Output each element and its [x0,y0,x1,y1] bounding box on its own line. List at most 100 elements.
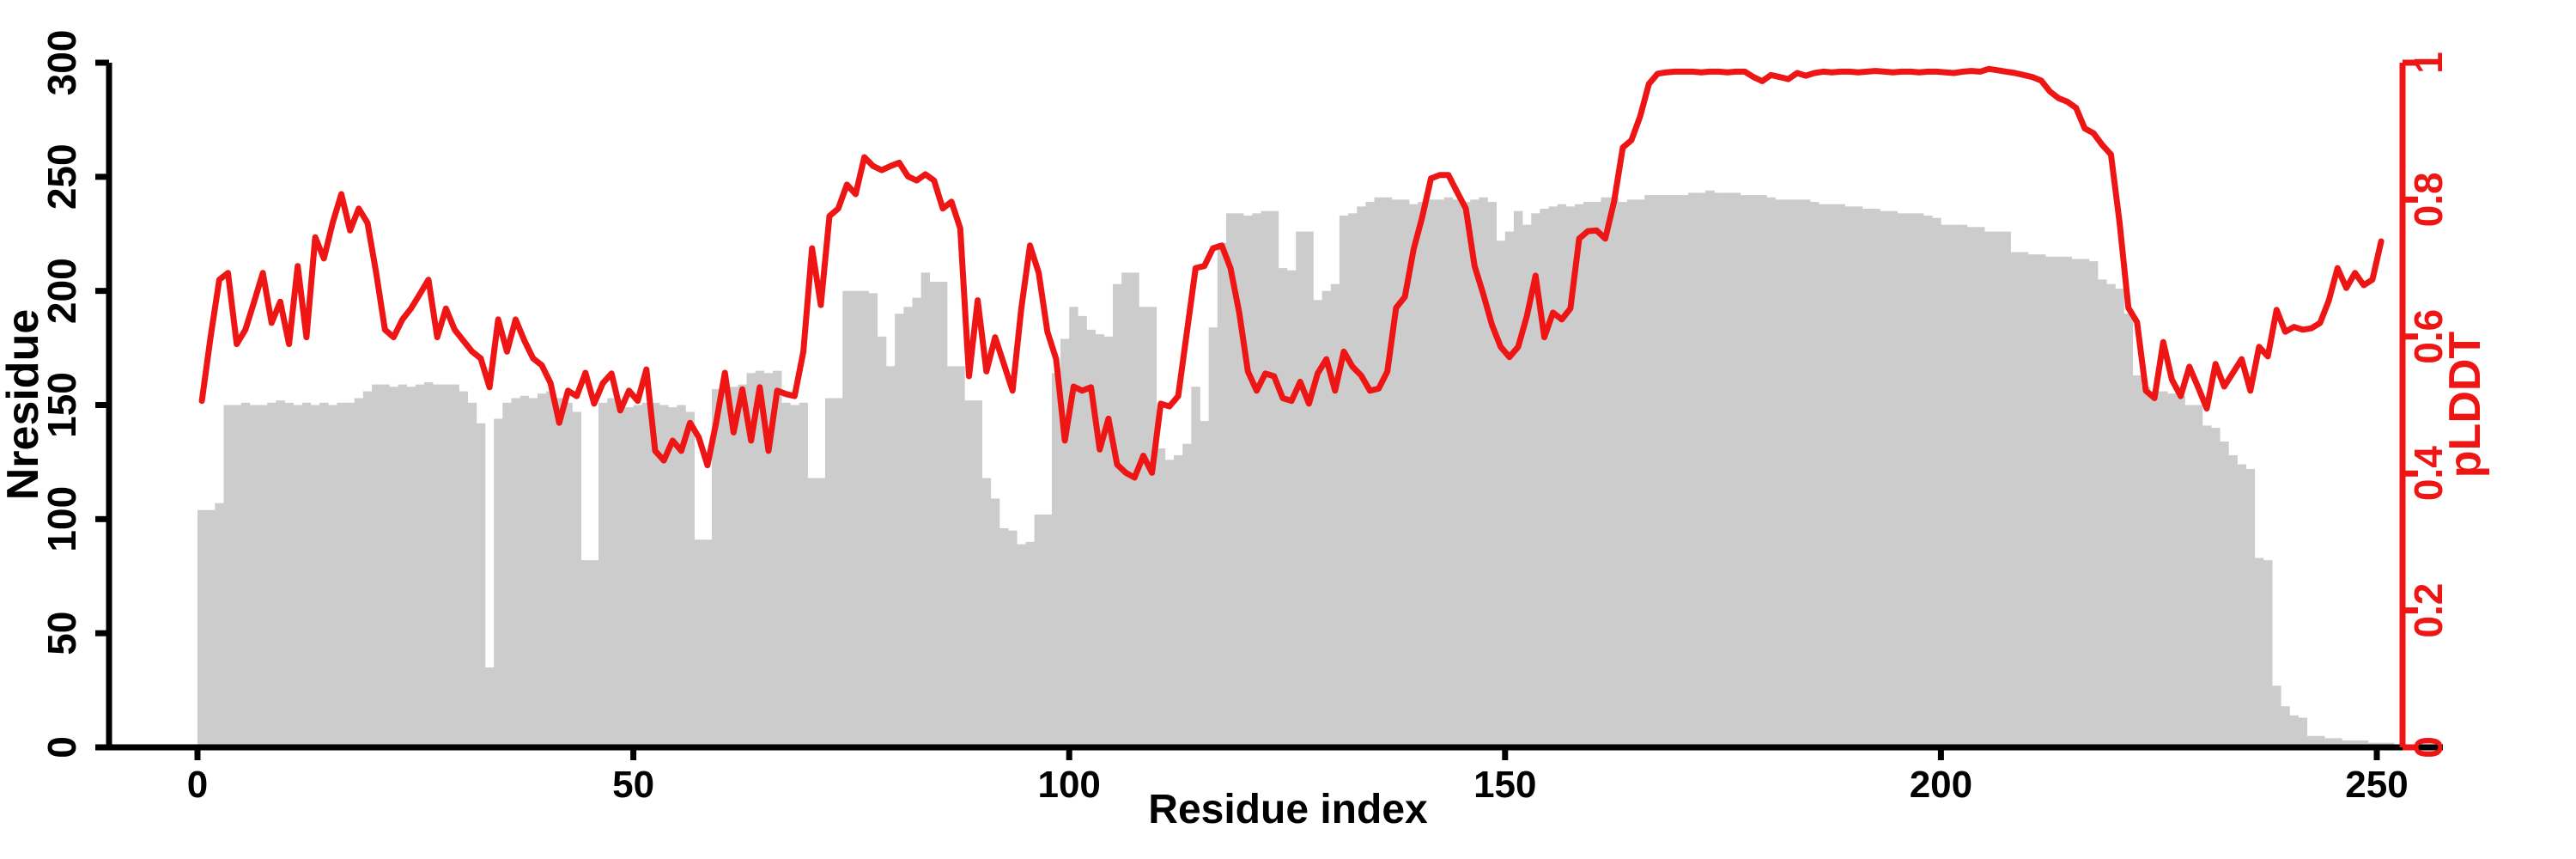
bar [2333,738,2342,747]
bar [920,272,931,747]
right-tick-label: 0 [2406,736,2451,758]
bar [773,370,782,747]
left-tick-label: 300 [39,30,84,96]
bar [807,478,817,747]
bar [2289,715,2299,747]
left-tick-label: 200 [39,258,84,324]
bar [1321,290,1332,747]
bar [964,400,974,747]
bar [2123,314,2134,747]
bar [973,400,982,747]
bar [2088,261,2099,747]
bar [956,366,965,747]
bar [2150,391,2160,747]
bar [328,405,337,747]
bar [1976,227,1985,747]
bar [1618,202,1628,747]
bar [1626,199,1637,747]
bar [720,384,730,747]
bar [912,297,921,747]
bar [1426,199,1436,747]
bar [1374,197,1383,748]
right-tick-label: 1 [2406,52,2451,74]
bar [511,398,520,747]
bar [2263,560,2273,747]
bar [301,402,312,747]
bar [1871,209,1880,747]
bar [1461,202,1471,747]
bar [2106,283,2116,747]
bar [258,405,268,747]
bar [1391,199,1401,747]
bar [1932,217,1941,747]
bar [2324,738,2334,747]
bar [1139,307,1148,747]
bar [1200,421,1209,747]
bar [1670,195,1680,748]
bar [1714,192,1723,747]
bar [502,402,512,747]
bar [1984,231,1994,748]
bar [1313,300,1322,747]
bar [1357,206,1366,747]
bar [310,405,320,747]
left-tick-label: 0 [39,736,84,758]
bar [1548,206,1558,747]
bar [380,384,390,747]
bar [1966,227,1977,747]
bar [624,407,634,747]
bar [1243,216,1253,747]
bar [1487,202,1497,747]
bar [2193,405,2203,747]
bar [633,405,643,747]
bar [1112,283,1122,747]
bar [362,391,373,747]
right-tick-label: 0.6 [2406,309,2451,364]
bar [1051,373,1061,747]
bar [1496,241,1506,748]
bar [372,384,381,747]
bar [1330,283,1340,747]
bar [1609,197,1619,748]
bar [537,393,547,747]
bar [1540,209,1549,747]
bar [589,560,599,747]
bar [851,290,860,747]
bar [1217,242,1227,747]
bar [886,366,896,747]
bar [1409,204,1419,747]
bottom-tick-label: 0 [187,764,208,806]
bar [781,402,791,747]
bar [2350,740,2360,747]
bar [1731,192,1741,747]
bar [276,400,285,747]
bar [1400,199,1410,747]
bar [2306,735,2317,747]
bar [2071,259,2081,748]
bar [1923,216,1933,747]
right-tick-label: 0.2 [2406,583,2451,638]
bar [1905,213,1916,748]
bar [319,402,329,747]
bar [1679,195,1689,748]
bar [485,667,495,747]
bar [459,391,469,747]
right-tick-label: 0.8 [2406,172,2451,227]
bar [406,387,416,747]
bar [677,405,686,747]
bar [389,387,398,747]
bar [293,405,303,747]
bar [1121,272,1131,747]
bar [2027,254,2038,747]
bar [2202,425,2212,747]
bar [467,402,477,747]
bar [1086,329,1096,747]
bar [1801,199,1811,747]
bar [1636,199,1645,747]
bar [616,402,625,747]
bar [1304,231,1314,748]
bar [1687,192,1698,747]
bar [1941,224,1950,747]
left-axis-ticks: 0 50 100 150 200 250 300 [39,30,109,758]
bar [1034,515,1044,747]
